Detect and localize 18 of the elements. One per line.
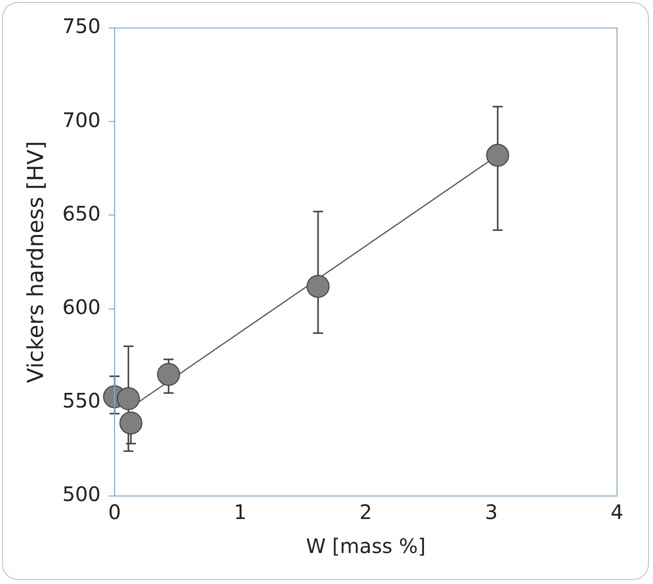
- x-tick-label: 0: [108, 500, 121, 524]
- point: [157, 362, 180, 386]
- point: [119, 411, 142, 434]
- y-tick-label: 600: [62, 295, 101, 320]
- y-tick-label: 750: [62, 14, 101, 38]
- point: [486, 144, 510, 167]
- point: [306, 274, 330, 298]
- y-tick-label: 650: [62, 201, 101, 226]
- x-axis-title: W [mass %]: [306, 534, 426, 558]
- y-tick-label: 700: [62, 108, 101, 132]
- y-axis-title: Vickers hardness [HV]: [24, 141, 49, 383]
- x-tick-label: 4: [610, 500, 624, 524]
- x-tick-label: 3: [485, 500, 498, 524]
- y-tick-label: 550: [62, 388, 101, 413]
- y-tick-label: 500: [62, 482, 101, 506]
- x-tick-label: 2: [359, 500, 372, 524]
- x-tick-label: 1: [234, 500, 247, 524]
- point: [116, 387, 140, 410]
